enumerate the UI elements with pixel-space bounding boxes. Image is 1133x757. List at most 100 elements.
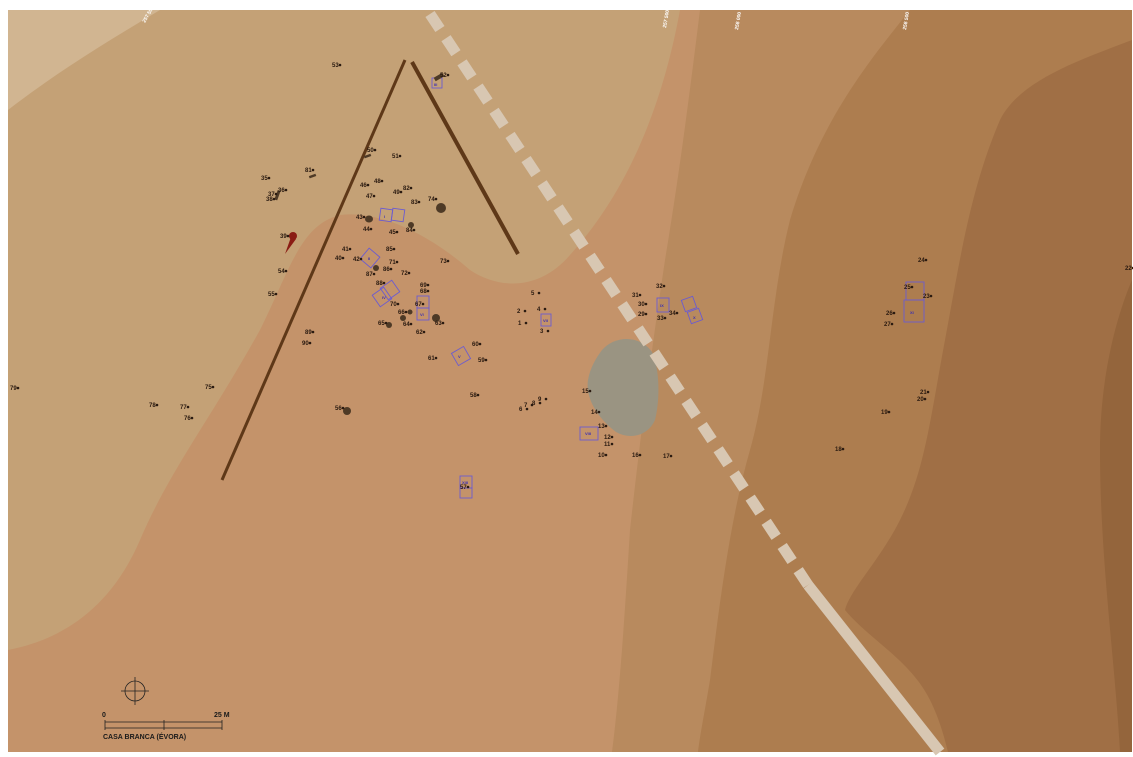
stone [386,322,392,328]
find-spot: 79 [10,386,20,392]
find-spot-label: 7 [524,403,528,409]
find-spot-dot [544,397,548,401]
find-spot-label: 85 [386,247,393,253]
find-spot-label: 40 [335,256,342,262]
find-spot-dot [274,292,278,296]
find-spot-label: 73 [440,259,447,265]
find-spot-dot [16,386,20,390]
find-spot-label: 41 [342,247,349,253]
find-spot-dot [409,186,413,190]
svg-text:V: V [458,354,461,359]
find-spot-label: 53 [332,63,339,69]
find-spot: 36 [278,188,288,194]
find-spot: 63 [435,321,445,327]
find-spot: 21 [920,390,930,396]
find-spot-dot [267,176,271,180]
excavation-square [359,247,381,269]
find-spot-dot [663,316,667,320]
find-spot: 68 [420,289,430,295]
find-spot-dot [610,442,614,446]
grid-tick-2: 257 500 [662,9,671,28]
find-spot-dot [417,200,421,204]
find-spot: 84 [406,228,416,234]
find-spot-label: 50 [367,148,374,154]
find-spot-label: 42 [353,257,360,263]
find-spot-dot [338,63,342,67]
find-spot-label: 12 [604,435,611,441]
find-spot-dot [604,424,608,428]
scale-start-label: 0 [102,712,106,719]
find-spot-dot [396,302,400,306]
svg-text:XIII: XIII [462,480,468,485]
find-spot-dot [910,285,914,289]
find-spot: 31 [632,293,642,299]
find-spot-label: 21 [920,390,927,396]
find-spot: 19 [881,410,891,416]
stone [365,215,373,223]
find-spot-dot [524,321,528,325]
svg-text:XI: XI [910,310,914,315]
find-spot-dot [372,272,376,276]
find-spot-dot [362,215,366,219]
find-spot-dot [662,284,666,288]
svg-text:II: II [368,256,370,261]
svg-text:VIII: VIII [585,431,591,436]
find-spot-label: 16 [632,453,639,459]
find-spot-label: 52 [440,73,447,79]
find-spot-dot [638,293,642,297]
find-spot: 45 [389,230,399,236]
find-spot-label: 77 [180,405,187,411]
find-spot-label: 70 [390,302,397,308]
find-spot: 77 [180,405,190,411]
find-spot: 41 [342,247,352,253]
find-spot-label: 54 [278,269,285,275]
find-spot-dot [392,247,396,251]
find-spot-dot [308,341,312,345]
find-spot-label: 8 [532,401,536,407]
scale-bar: 0 25 M CASA BRANCA (ÉVORA) [102,712,230,741]
find-spot-label: 63 [435,321,442,327]
find-spot: 38 [266,197,276,203]
find-spot-label: 62 [416,330,423,336]
find-spot-label: 18 [835,447,842,453]
find-spot: 48 [374,179,384,185]
find-spot-dot [311,168,315,172]
find-spot-label: 30 [638,302,645,308]
find-spot: 5 [531,291,541,297]
find-spot-dot [341,406,345,410]
stone [408,222,414,228]
find-spot: 56 [335,406,345,412]
find-spot-dot [446,73,450,77]
find-spot: 43 [356,215,366,221]
find-spot-label: 37 [268,192,275,198]
find-spot-dot [537,291,541,295]
find-spot-label: 49 [393,190,400,196]
scale-end-label: 25 M [214,712,230,719]
find-spot-label: 27 [884,322,891,328]
find-spot-label: 89 [305,330,312,336]
excavation-square [459,487,473,499]
find-spot: 13 [598,424,608,430]
find-spot: 17 [663,454,673,460]
find-spot: 49 [393,190,403,196]
stone [400,315,406,321]
find-spot-label: 2 [517,309,521,315]
find-spot-label: 76 [184,416,191,422]
find-spot-label: 11 [604,442,611,448]
find-spot-label: 83 [411,200,418,206]
find-spot-dot [409,322,413,326]
find-spot-label: 33 [657,316,664,322]
find-spot-dot [373,148,377,152]
find-spot-dot [441,321,445,325]
find-spot-dot [311,330,315,334]
find-spot-dot [923,397,927,401]
find-spot-label: 24 [918,258,925,264]
stone-slab [433,72,445,82]
find-spot-label: 81 [305,168,312,174]
svg-text:VI: VI [420,312,424,317]
find-spot-dot [286,234,290,238]
find-spot-dot [588,389,592,393]
stone [407,309,413,315]
find-spot-label: 29 [638,312,645,318]
find-spot-dot [359,257,363,261]
